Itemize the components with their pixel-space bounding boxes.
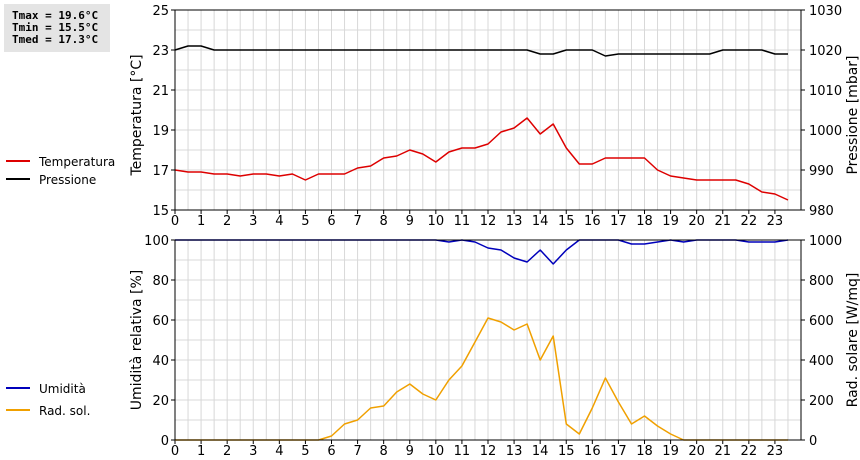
bottom-x-tick-label: 8 <box>380 444 388 459</box>
bottom-x-tick-label: 7 <box>353 444 361 459</box>
top-x-tick-label: 3 <box>249 214 257 229</box>
top-x-tick-label: 7 <box>353 214 361 229</box>
bottom-y-tick-label: 100 <box>144 234 169 249</box>
bottom-x-tick-label: 4 <box>275 444 283 459</box>
bottom-x-tick-label: 11 <box>454 444 471 459</box>
top-x-tick-label: 15 <box>558 214 575 229</box>
bottom-y2-tick-label: 1000 <box>809 234 842 249</box>
bottom-x-tick-label: 15 <box>558 444 575 459</box>
bottom-y2-tick-label: 600 <box>809 314 834 329</box>
top-y-axis-label: Temperatura [°C] <box>129 54 145 176</box>
top-x-tick-label: 6 <box>327 214 335 229</box>
bottom-y-axis-label: Umidità relativa [%] <box>129 270 145 411</box>
top-x-tick-label: 11 <box>454 214 471 229</box>
top-legend: Temperatura Pressione <box>6 155 115 187</box>
top-x-tick-label: 1 <box>197 214 205 229</box>
top-y-tick-label: 23 <box>152 44 169 59</box>
stats-box: Tmax = 19.6°C Tmin = 15.5°C Tmed = 17.3°… <box>4 4 110 52</box>
bottom-y-tick-label: 60 <box>152 314 169 329</box>
bottom-y2-axis-label: Rad. solare [W/mq] <box>845 273 860 408</box>
bottom-y2-tick-label: 800 <box>809 274 834 289</box>
bottom-x-tick-label: 0 <box>171 444 179 459</box>
bottom-y-tick-label: 80 <box>152 274 169 289</box>
bottom-x-tick-label: 9 <box>406 444 414 459</box>
bottom-y-tick-label: 40 <box>152 354 169 369</box>
bottom-x-tick-label: 14 <box>532 444 549 459</box>
bottom-x-tick-label: 20 <box>688 444 705 459</box>
top-y-tick-label: 19 <box>152 124 169 139</box>
bottom-y2-tick-label: 400 <box>809 354 834 369</box>
top-y2-tick-label: 1010 <box>809 84 842 99</box>
top-x-tick-label: 10 <box>428 214 445 229</box>
legend-temperature-label: Temperatura <box>38 155 115 169</box>
top-y2-tick-label: 980 <box>809 204 834 219</box>
top-x-tick-label: 12 <box>480 214 497 229</box>
top-x-tick-label: 2 <box>223 214 231 229</box>
top-axis-ticks: 0 1 2 3 4 5 6 7 8 9 10 11 12 13 14 15 16 17 18 19 20 21 22 2315… <box>152 4 842 229</box>
bottom-x-tick-label: 10 <box>428 444 445 459</box>
top-x-tick-label: 0 <box>171 214 179 229</box>
bottom-x-tick-label: 18 <box>636 444 653 459</box>
bottom-x-tick-label: 21 <box>714 444 731 459</box>
bottom-axis-ticks: 0 1 2 3 4 5 6 7 8 9 10 11 12 13 14 15 16 17 18 19 20 21 22 2302… <box>144 234 842 459</box>
top-x-tick-label: 8 <box>380 214 388 229</box>
top-x-tick-label: 20 <box>688 214 705 229</box>
bottom-y2-tick-label: 0 <box>809 434 817 449</box>
bottom-grid <box>175 240 801 440</box>
bottom-y-tick-label: 20 <box>152 394 169 409</box>
bottom-x-tick-label: 17 <box>610 444 627 459</box>
top-y-tick-label: 15 <box>152 204 169 219</box>
top-x-tick-label: 22 <box>741 214 758 229</box>
top-x-tick-label: 18 <box>636 214 653 229</box>
bottom-plot-frame <box>174 239 802 441</box>
top-x-tick-label: 5 <box>301 214 309 229</box>
top-x-tick-label: 17 <box>610 214 627 229</box>
temperatura-series-line <box>174 117 789 201</box>
bottom-y2-tick-label: 200 <box>809 394 834 409</box>
bottom-y-tick-label: 0 <box>161 434 169 449</box>
top-y2-axis-label: Pressione [mbar] <box>845 55 860 174</box>
top-grid <box>175 10 801 210</box>
bottom-x-tick-label: 5 <box>301 444 309 459</box>
bottom-x-tick-label: 16 <box>584 444 601 459</box>
bottom-x-tick-label: 23 <box>767 444 784 459</box>
top-y-tick-label: 21 <box>152 84 169 99</box>
top-x-tick-label: 9 <box>406 214 414 229</box>
top-x-tick-label: 4 <box>275 214 283 229</box>
top-y-tick-label: 17 <box>152 164 169 179</box>
top-series-group <box>174 45 789 201</box>
bottom-x-tick-label: 22 <box>741 444 758 459</box>
top-x-tick-label: 21 <box>714 214 731 229</box>
bottom-legend: Umidità Rad. sol. <box>6 382 90 418</box>
bottom-x-tick-label: 2 <box>223 444 231 459</box>
top-y2-tick-label: 1000 <box>809 124 842 139</box>
legend-humidity-label: Umidità <box>39 382 86 396</box>
top-x-tick-label: 16 <box>584 214 601 229</box>
top-plot-frame <box>174 9 802 211</box>
pressione-series-line <box>174 45 788 57</box>
top-y2-tick-label: 1030 <box>809 4 842 19</box>
legend-solar-label: Rad. sol. <box>39 404 90 418</box>
tmed-text: Tmed = 17.3°C <box>12 33 99 46</box>
top-y2-tick-label: 1020 <box>809 44 842 59</box>
bottom-x-tick-label: 12 <box>480 444 497 459</box>
tmin-text: Tmin = 15.5°C <box>12 21 99 34</box>
bottom-x-tick-label: 19 <box>662 444 679 459</box>
top-x-tick-label: 14 <box>532 214 549 229</box>
bottom-x-tick-label: 6 <box>327 444 335 459</box>
bottom-x-tick-label: 1 <box>197 444 205 459</box>
top-y2-tick-label: 990 <box>809 164 834 179</box>
top-y-tick-label: 25 <box>152 4 169 19</box>
top-x-tick-label: 23 <box>767 214 784 229</box>
rad-sol-series-line <box>175 317 788 441</box>
tmax-text: Tmax = 19.6°C <box>12 9 99 22</box>
bottom-x-tick-label: 13 <box>506 444 523 459</box>
bottom-x-tick-label: 3 <box>249 444 257 459</box>
top-x-tick-label: 13 <box>506 214 523 229</box>
top-x-tick-label: 19 <box>662 214 679 229</box>
legend-pressure-label: Pressione <box>39 173 96 187</box>
